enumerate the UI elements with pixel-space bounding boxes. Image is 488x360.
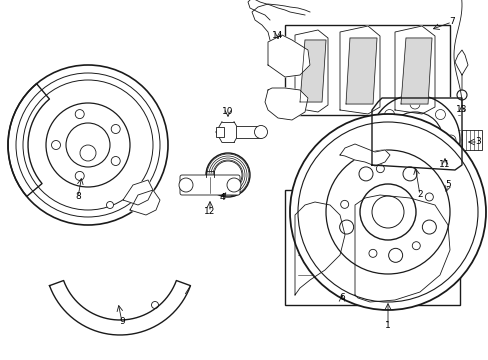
Text: 4: 4 <box>219 193 224 202</box>
Polygon shape <box>294 30 327 112</box>
Circle shape <box>75 109 84 118</box>
Circle shape <box>111 157 120 166</box>
Polygon shape <box>339 26 379 114</box>
Circle shape <box>435 109 445 120</box>
Circle shape <box>435 161 445 170</box>
Text: 1: 1 <box>385 320 390 329</box>
Circle shape <box>413 63 421 71</box>
Circle shape <box>386 112 442 168</box>
Circle shape <box>354 59 370 75</box>
Circle shape <box>308 60 316 68</box>
Circle shape <box>305 56 320 72</box>
Polygon shape <box>371 98 461 170</box>
Text: 5: 5 <box>444 180 450 189</box>
Text: 13: 13 <box>455 105 467 114</box>
Circle shape <box>400 126 428 154</box>
Text: 2: 2 <box>416 190 422 199</box>
Polygon shape <box>123 180 153 205</box>
Circle shape <box>409 59 425 75</box>
Text: 14: 14 <box>272 31 283 40</box>
Polygon shape <box>394 26 434 114</box>
Circle shape <box>8 65 168 225</box>
Circle shape <box>358 63 366 71</box>
Polygon shape <box>339 144 389 166</box>
Bar <box>216 127 224 137</box>
Circle shape <box>369 95 459 185</box>
Circle shape <box>387 236 411 260</box>
Polygon shape <box>130 190 160 215</box>
Circle shape <box>402 167 416 181</box>
Text: 12: 12 <box>204 207 215 216</box>
Circle shape <box>205 153 249 197</box>
Circle shape <box>307 238 331 262</box>
Circle shape <box>339 220 353 234</box>
FancyBboxPatch shape <box>180 175 240 195</box>
Circle shape <box>340 201 348 208</box>
Circle shape <box>394 243 404 253</box>
Polygon shape <box>267 35 309 77</box>
Circle shape <box>179 178 193 192</box>
Circle shape <box>314 245 325 255</box>
Bar <box>461 130 481 150</box>
Circle shape <box>388 248 402 262</box>
Circle shape <box>226 178 241 192</box>
Polygon shape <box>264 88 307 120</box>
Circle shape <box>384 161 394 170</box>
Bar <box>285 190 459 305</box>
Circle shape <box>368 249 376 257</box>
Circle shape <box>456 90 466 100</box>
Circle shape <box>46 103 130 187</box>
Circle shape <box>151 301 158 309</box>
Bar <box>236 126 261 138</box>
Circle shape <box>358 167 372 181</box>
Circle shape <box>214 161 242 189</box>
Bar <box>285 25 449 115</box>
Circle shape <box>411 242 419 250</box>
Polygon shape <box>299 40 325 102</box>
Circle shape <box>425 193 432 201</box>
Text: 8: 8 <box>75 193 81 202</box>
Text: 6: 6 <box>339 293 344 302</box>
Circle shape <box>75 171 84 180</box>
Circle shape <box>371 196 403 228</box>
Circle shape <box>409 171 419 181</box>
Circle shape <box>325 150 449 274</box>
Circle shape <box>16 73 160 217</box>
Circle shape <box>359 184 415 240</box>
Circle shape <box>51 140 61 149</box>
Polygon shape <box>354 195 449 302</box>
Text: 9: 9 <box>119 318 124 327</box>
Circle shape <box>289 114 485 310</box>
Polygon shape <box>400 38 431 104</box>
Circle shape <box>23 80 153 210</box>
Polygon shape <box>49 280 190 335</box>
Circle shape <box>384 109 394 120</box>
Circle shape <box>409 99 419 109</box>
Circle shape <box>373 135 383 145</box>
Text: 10: 10 <box>222 108 233 117</box>
Polygon shape <box>294 202 345 295</box>
Circle shape <box>66 123 110 167</box>
Text: 7: 7 <box>448 18 454 27</box>
Polygon shape <box>8 84 49 197</box>
Circle shape <box>297 122 477 302</box>
Circle shape <box>254 126 267 139</box>
Circle shape <box>376 165 384 173</box>
Text: 3: 3 <box>474 138 480 147</box>
Circle shape <box>445 135 455 145</box>
Text: 11: 11 <box>438 161 450 170</box>
Circle shape <box>80 145 96 161</box>
Circle shape <box>111 125 120 134</box>
Circle shape <box>106 202 113 208</box>
Polygon shape <box>346 38 376 104</box>
Circle shape <box>422 220 435 234</box>
